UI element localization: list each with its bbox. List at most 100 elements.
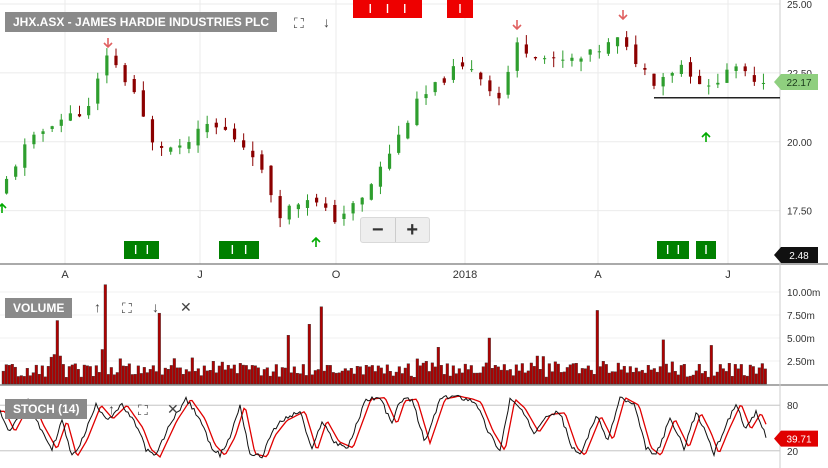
fullscreen-icon[interactable]: ⛶ xyxy=(122,300,132,316)
candle-body xyxy=(415,98,419,126)
candle-body xyxy=(378,166,383,187)
volume-bar xyxy=(607,372,611,385)
volume-bar xyxy=(436,347,440,385)
volume-bar xyxy=(643,372,647,385)
bullish-arrow-icon xyxy=(0,202,7,213)
volume-bar xyxy=(268,375,272,385)
volume-bar xyxy=(742,375,746,385)
candle-body xyxy=(387,153,392,169)
move-up-icon[interactable]: ↑ xyxy=(94,299,101,315)
green-event-marker xyxy=(657,241,689,259)
candle-body xyxy=(278,196,282,219)
close-icon[interactable]: ✕ xyxy=(180,299,192,315)
volume-bar xyxy=(250,365,254,385)
volume-bar xyxy=(649,369,653,385)
volume-bar xyxy=(583,368,587,385)
candle-body xyxy=(32,134,36,145)
volume-bar xyxy=(415,358,419,385)
volume-bar xyxy=(571,363,575,385)
volume-bar xyxy=(634,367,638,385)
volume-bar xyxy=(526,370,530,385)
volume-bar xyxy=(319,306,323,385)
volume-bar xyxy=(46,366,50,385)
volume-bar xyxy=(682,364,686,385)
volume-bar xyxy=(364,365,368,385)
volume-bar xyxy=(172,358,176,385)
candle-body xyxy=(597,51,601,53)
candle-body xyxy=(205,123,209,133)
candle-body xyxy=(406,122,410,139)
volume-bar xyxy=(496,366,500,385)
volume-tick-label: 5.00m xyxy=(787,334,815,345)
fullscreen-icon[interactable]: ⛶ xyxy=(138,402,148,418)
candle-body xyxy=(178,145,182,148)
candle-body xyxy=(287,205,291,220)
candle-body xyxy=(433,82,437,93)
volume-bar xyxy=(151,365,155,385)
volume-bar xyxy=(592,374,596,385)
volume-bar xyxy=(490,368,494,385)
volume-bar xyxy=(109,367,113,385)
stoch-panel-label: STOCH (14) xyxy=(5,399,88,419)
volume-bar xyxy=(343,368,347,385)
zoom-out-button[interactable]: − xyxy=(361,218,396,242)
volume-bar xyxy=(13,366,17,385)
candle-body xyxy=(59,119,63,126)
candle-body xyxy=(734,66,738,71)
stoch-tick-label: 80 xyxy=(787,401,799,412)
zoom-in-button[interactable]: + xyxy=(406,219,419,241)
stoch-lines xyxy=(0,394,767,459)
volume-bar xyxy=(454,373,458,385)
volume-bar xyxy=(298,373,302,385)
candle-body xyxy=(442,78,446,83)
close-icon[interactable]: ✕ xyxy=(167,401,179,417)
volume-bar xyxy=(217,365,221,385)
candle-body xyxy=(634,44,638,65)
move-up-icon[interactable]: ↑ xyxy=(108,401,115,417)
volume-bar xyxy=(349,368,353,385)
volume-bar xyxy=(418,365,422,385)
volume-bar xyxy=(727,363,731,385)
volume-bar xyxy=(658,366,662,385)
green-event-marker xyxy=(219,241,259,259)
volume-bar xyxy=(127,363,131,385)
volume-bar xyxy=(136,365,140,385)
candle-body xyxy=(533,56,538,59)
move-down-icon[interactable]: ↓ xyxy=(152,299,159,315)
volume-bar xyxy=(655,371,659,385)
svg-text:39.71: 39.71 xyxy=(786,435,811,446)
volume-bar xyxy=(145,372,149,385)
volume-bar xyxy=(538,369,542,385)
green-event-marker xyxy=(124,241,159,259)
stoch-d-line xyxy=(0,395,767,458)
volume-bar xyxy=(370,365,374,385)
volume-bar xyxy=(445,363,449,385)
candle-body xyxy=(570,57,574,61)
volume-bar xyxy=(442,374,446,385)
month-label: J xyxy=(197,269,203,281)
volume-bar xyxy=(133,374,137,385)
volume-bars xyxy=(1,284,767,385)
volume-bar xyxy=(160,374,164,385)
volume-bar xyxy=(247,369,251,385)
candle-body xyxy=(661,76,665,87)
volume-bar xyxy=(331,372,335,385)
volume-bar xyxy=(340,370,344,385)
price-tick-label: 17.50 xyxy=(787,207,812,218)
volume-bar xyxy=(502,364,506,385)
candle-body xyxy=(752,75,756,82)
candle-body xyxy=(41,131,45,134)
volume-bar xyxy=(691,374,695,385)
candle-body xyxy=(369,184,373,200)
candle-body xyxy=(4,178,9,194)
candle-body xyxy=(688,62,693,77)
red-event-marker xyxy=(447,0,473,18)
event-markers xyxy=(124,0,716,259)
volume-bar xyxy=(37,373,41,385)
volume-bar xyxy=(466,369,470,385)
fullscreen-icon[interactable]: ⛶ xyxy=(294,15,304,31)
chevron-down-icon[interactable]: ↓ xyxy=(323,14,330,30)
stoch-tick-label: 20 xyxy=(787,447,799,458)
chart-title: JHX.ASX - JAMES HARDIE INDUSTRIES PLC xyxy=(5,12,278,32)
volume-bar xyxy=(469,365,473,385)
